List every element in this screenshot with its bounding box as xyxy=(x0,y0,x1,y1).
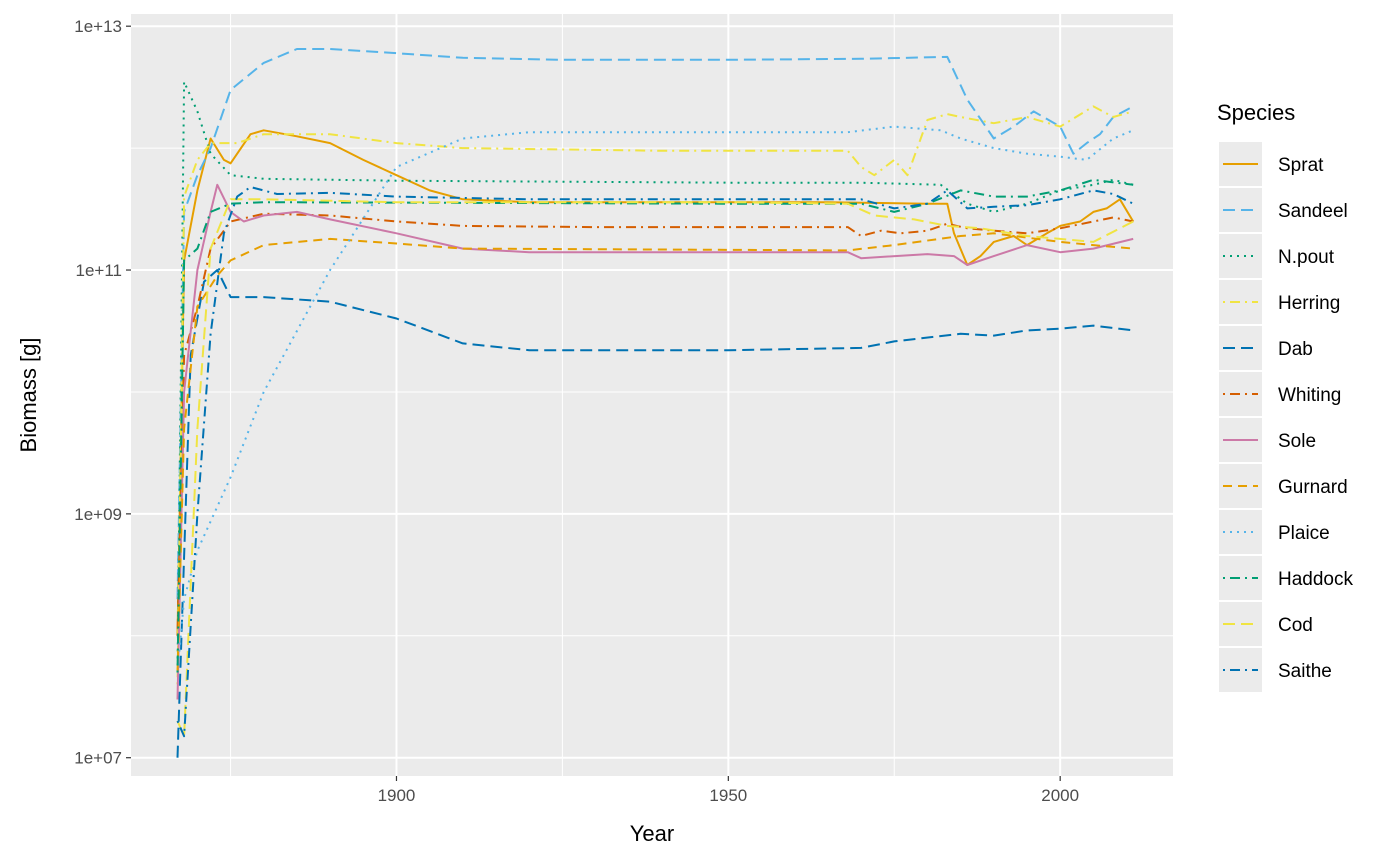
grid-lines xyxy=(131,14,1173,776)
x-axis-title: Year xyxy=(630,821,674,846)
legend-label-sprat: Sprat xyxy=(1278,155,1324,176)
series-line-plaice xyxy=(176,125,1134,673)
series-line-cod xyxy=(176,198,1134,738)
legend-label-n-pout: N.pout xyxy=(1278,247,1335,268)
series-line-whiting xyxy=(176,212,1134,636)
y-tick-label: 1e+11 xyxy=(76,261,122,280)
legend-label-haddock: Haddock xyxy=(1278,569,1353,590)
series-line-haddock xyxy=(176,178,1134,673)
y-tick-label: 1e+13 xyxy=(74,17,122,36)
legend-label-sole: Sole xyxy=(1278,431,1316,452)
legend-title: Species xyxy=(1217,100,1295,125)
legend-label-gurnard: Gurnard xyxy=(1278,477,1348,498)
legend-label-dab: Dab xyxy=(1278,339,1313,360)
series-line-sandeel xyxy=(176,48,1134,600)
x-tick-label: 1950 xyxy=(709,786,747,805)
y-axis-title: Biomass [g] xyxy=(16,338,41,453)
series-line-dab xyxy=(176,269,1134,758)
y-tick-label: 1e+09 xyxy=(74,505,122,524)
series-lines xyxy=(176,48,1135,758)
series-line-n-pout xyxy=(176,80,1134,673)
legend: Species Sprat Sandeel N.pout Herring Dab Whit… xyxy=(1217,100,1353,692)
legend-label-whiting: Whiting xyxy=(1278,385,1341,406)
legend-label-herring: Herring xyxy=(1278,293,1340,314)
legend-key-n-pout xyxy=(1219,234,1262,278)
legend-label-saithe: Saithe xyxy=(1278,661,1332,682)
axes: 1900 1950 2000 1e+07 1e+09 1e+11 1e+13 xyxy=(74,17,1079,805)
legend-label-sandeel: Sandeel xyxy=(1278,201,1348,222)
series-line-saithe xyxy=(176,186,1134,738)
x-tick-label: 2000 xyxy=(1041,786,1079,805)
x-tick-label: 1900 xyxy=(378,786,416,805)
legend-label-plaice: Plaice xyxy=(1278,523,1330,544)
legend-key-plaice xyxy=(1219,510,1262,554)
legend-label-cod: Cod xyxy=(1278,615,1313,636)
y-tick-label: 1e+07 xyxy=(74,749,122,768)
series-line-sole xyxy=(176,183,1134,700)
plot-panel xyxy=(131,14,1173,776)
